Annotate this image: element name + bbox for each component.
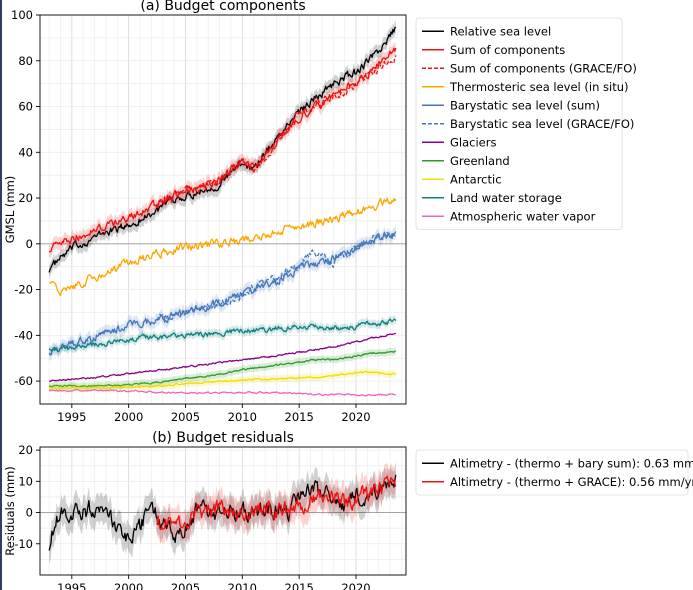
chart-title: (b) Budget residuals (152, 430, 294, 446)
y-tick-label: 60 (18, 100, 33, 114)
panel-budget-residuals: 1995 2000 2005 2010 2015 2020 -10 0 10 20 (b) Budg… (3, 430, 693, 590)
series-line (48, 197, 397, 297)
y-tick-label: 0 (26, 237, 33, 251)
series-line (156, 231, 397, 321)
axes-frame (39, 446, 407, 576)
chart-title: (a) Budget components (140, 0, 305, 14)
legend-label: Atmospheric water vapor (450, 209, 596, 223)
y-axis-label: GMSL (mm) (3, 176, 17, 244)
series-line (48, 350, 397, 388)
legend: Relative sea level Sum of components Sum o… (415, 17, 637, 230)
legend-label: Altimetry - (thermo + bary sum): 0.63 mm… (450, 456, 693, 470)
y-tick-label: 40 (18, 145, 33, 159)
y-tick-label: -20 (14, 283, 33, 297)
series-band (49, 41, 396, 259)
legend-label: Sum of components (GRACE/FO) (450, 61, 637, 75)
series-band (157, 462, 396, 544)
legend-box (415, 17, 623, 230)
legend-label: Altimetry - (thermo + GRACE): 0.56 mm/yr (450, 475, 693, 489)
legend-box (415, 449, 689, 496)
x-tick-label: 2020 (341, 410, 370, 424)
panel-budget-components: 1995 2000 2005 2010 2015 2020 -60 -40 -20 0 20 40 60… (3, 0, 637, 424)
legend-label: Barystatic sea level (sum) (450, 98, 600, 112)
legend-label: Land water storage (450, 191, 562, 205)
x-tick-label: 2005 (171, 581, 200, 590)
series-line (48, 47, 397, 253)
axes-frame (39, 14, 407, 405)
legend-label: Greenland (450, 154, 510, 168)
series-line (48, 388, 396, 397)
legend-label: Antarctic (450, 172, 502, 186)
grid (40, 14, 406, 405)
y-tick-label: -40 (14, 328, 33, 342)
series-line (48, 474, 397, 551)
legend-label: Relative sea level (450, 24, 551, 38)
series-line (156, 55, 397, 208)
x-tick-label: 1995 (57, 410, 86, 424)
legend-label: Thermosteric sea level (in situ) (449, 80, 629, 94)
y-tick-label: -60 (14, 374, 33, 388)
legend-label: Glaciers (450, 135, 496, 149)
y-tick-label: 100 (11, 8, 33, 22)
legend: Altimetry - (thermo + bary sum): 0.63 mm… (415, 449, 693, 496)
series-line (156, 475, 397, 531)
x-tick-label: 2015 (285, 581, 314, 590)
x-tick-label: 2010 (228, 410, 257, 424)
legend-label: Barystatic sea level (GRACE/FO) (450, 117, 634, 131)
x-tick-label: 2010 (228, 581, 257, 590)
y-tick-label: 10 (18, 474, 33, 488)
y-tick-label: 20 (18, 443, 33, 457)
x-tick-label: 2000 (114, 581, 143, 590)
y-tick-label: 80 (18, 54, 33, 68)
series-line (48, 370, 397, 390)
legend-label: Sum of components (450, 43, 565, 57)
series-line (48, 318, 397, 353)
series-line (49, 332, 396, 382)
y-tick-label: -10 (14, 537, 33, 551)
y-axis-label: Residuals (mm) (3, 466, 17, 556)
x-tick-label: 1995 (57, 581, 86, 590)
x-tick-label: 2005 (171, 410, 200, 424)
x-tick-label: 2000 (114, 410, 143, 424)
x-tick-label: 2015 (285, 410, 314, 424)
y-tick-label: 20 (18, 191, 33, 205)
window-edge (0, 0, 2, 590)
series-band (49, 225, 396, 361)
y-tick-label: 0 (26, 506, 33, 520)
series-band (49, 347, 396, 391)
x-tick-label: 2020 (341, 581, 370, 590)
